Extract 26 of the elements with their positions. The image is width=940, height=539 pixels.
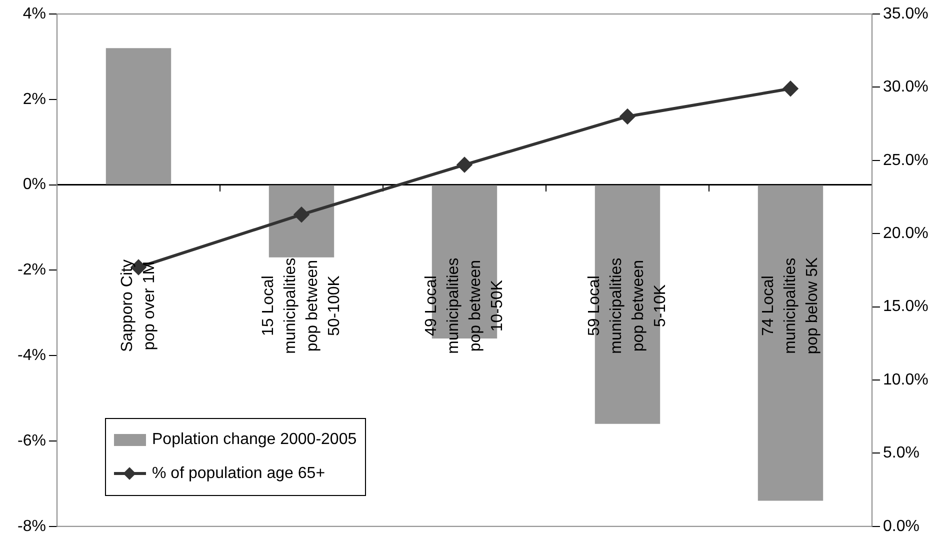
x-tick-label: 59 Local municipalities pop between 5-10K: [586, 258, 669, 354]
y-tick-label: -2%: [18, 262, 46, 279]
y2-tick-label: 35.0%: [883, 5, 928, 22]
legend-label: % of population age 65+: [152, 465, 326, 484]
y-tick-label: 2%: [22, 90, 46, 108]
legend-label: Poplation change 2000-2005: [152, 431, 357, 450]
point: [620, 108, 635, 124]
x-tick-label: 74 Local municipalities pop below 5K: [760, 256, 821, 354]
y2-tick-label: 30.0%: [883, 78, 928, 96]
y2-tick-label: 10.0%: [883, 371, 928, 388]
point: [294, 207, 309, 222]
y2-tick-label: 5.0%: [883, 444, 920, 462]
y-tick-label: 0%: [22, 176, 46, 194]
point: [783, 81, 798, 96]
x-tick-label: 49 Local municipalities pop between 10-50K: [422, 258, 506, 354]
y2-tick-label: 15.0%: [883, 298, 928, 316]
point: [457, 157, 472, 172]
y-tick-label: -4%: [18, 347, 46, 364]
x-tick-label: Sapporo City pop over 1M: [118, 260, 158, 352]
y2-tick-label: 20.0%: [883, 225, 928, 242]
y-tick-label: -8%: [18, 518, 46, 535]
y2-tick-label: 0.0%: [883, 518, 920, 535]
y-tick-label: 4%: [22, 5, 46, 22]
x-tick-label: 15 Local municipalities pop between 50-100K: [260, 258, 343, 354]
y2-tick-label: 25.0%: [883, 152, 928, 169]
y-tick-label: -6%: [18, 432, 46, 450]
